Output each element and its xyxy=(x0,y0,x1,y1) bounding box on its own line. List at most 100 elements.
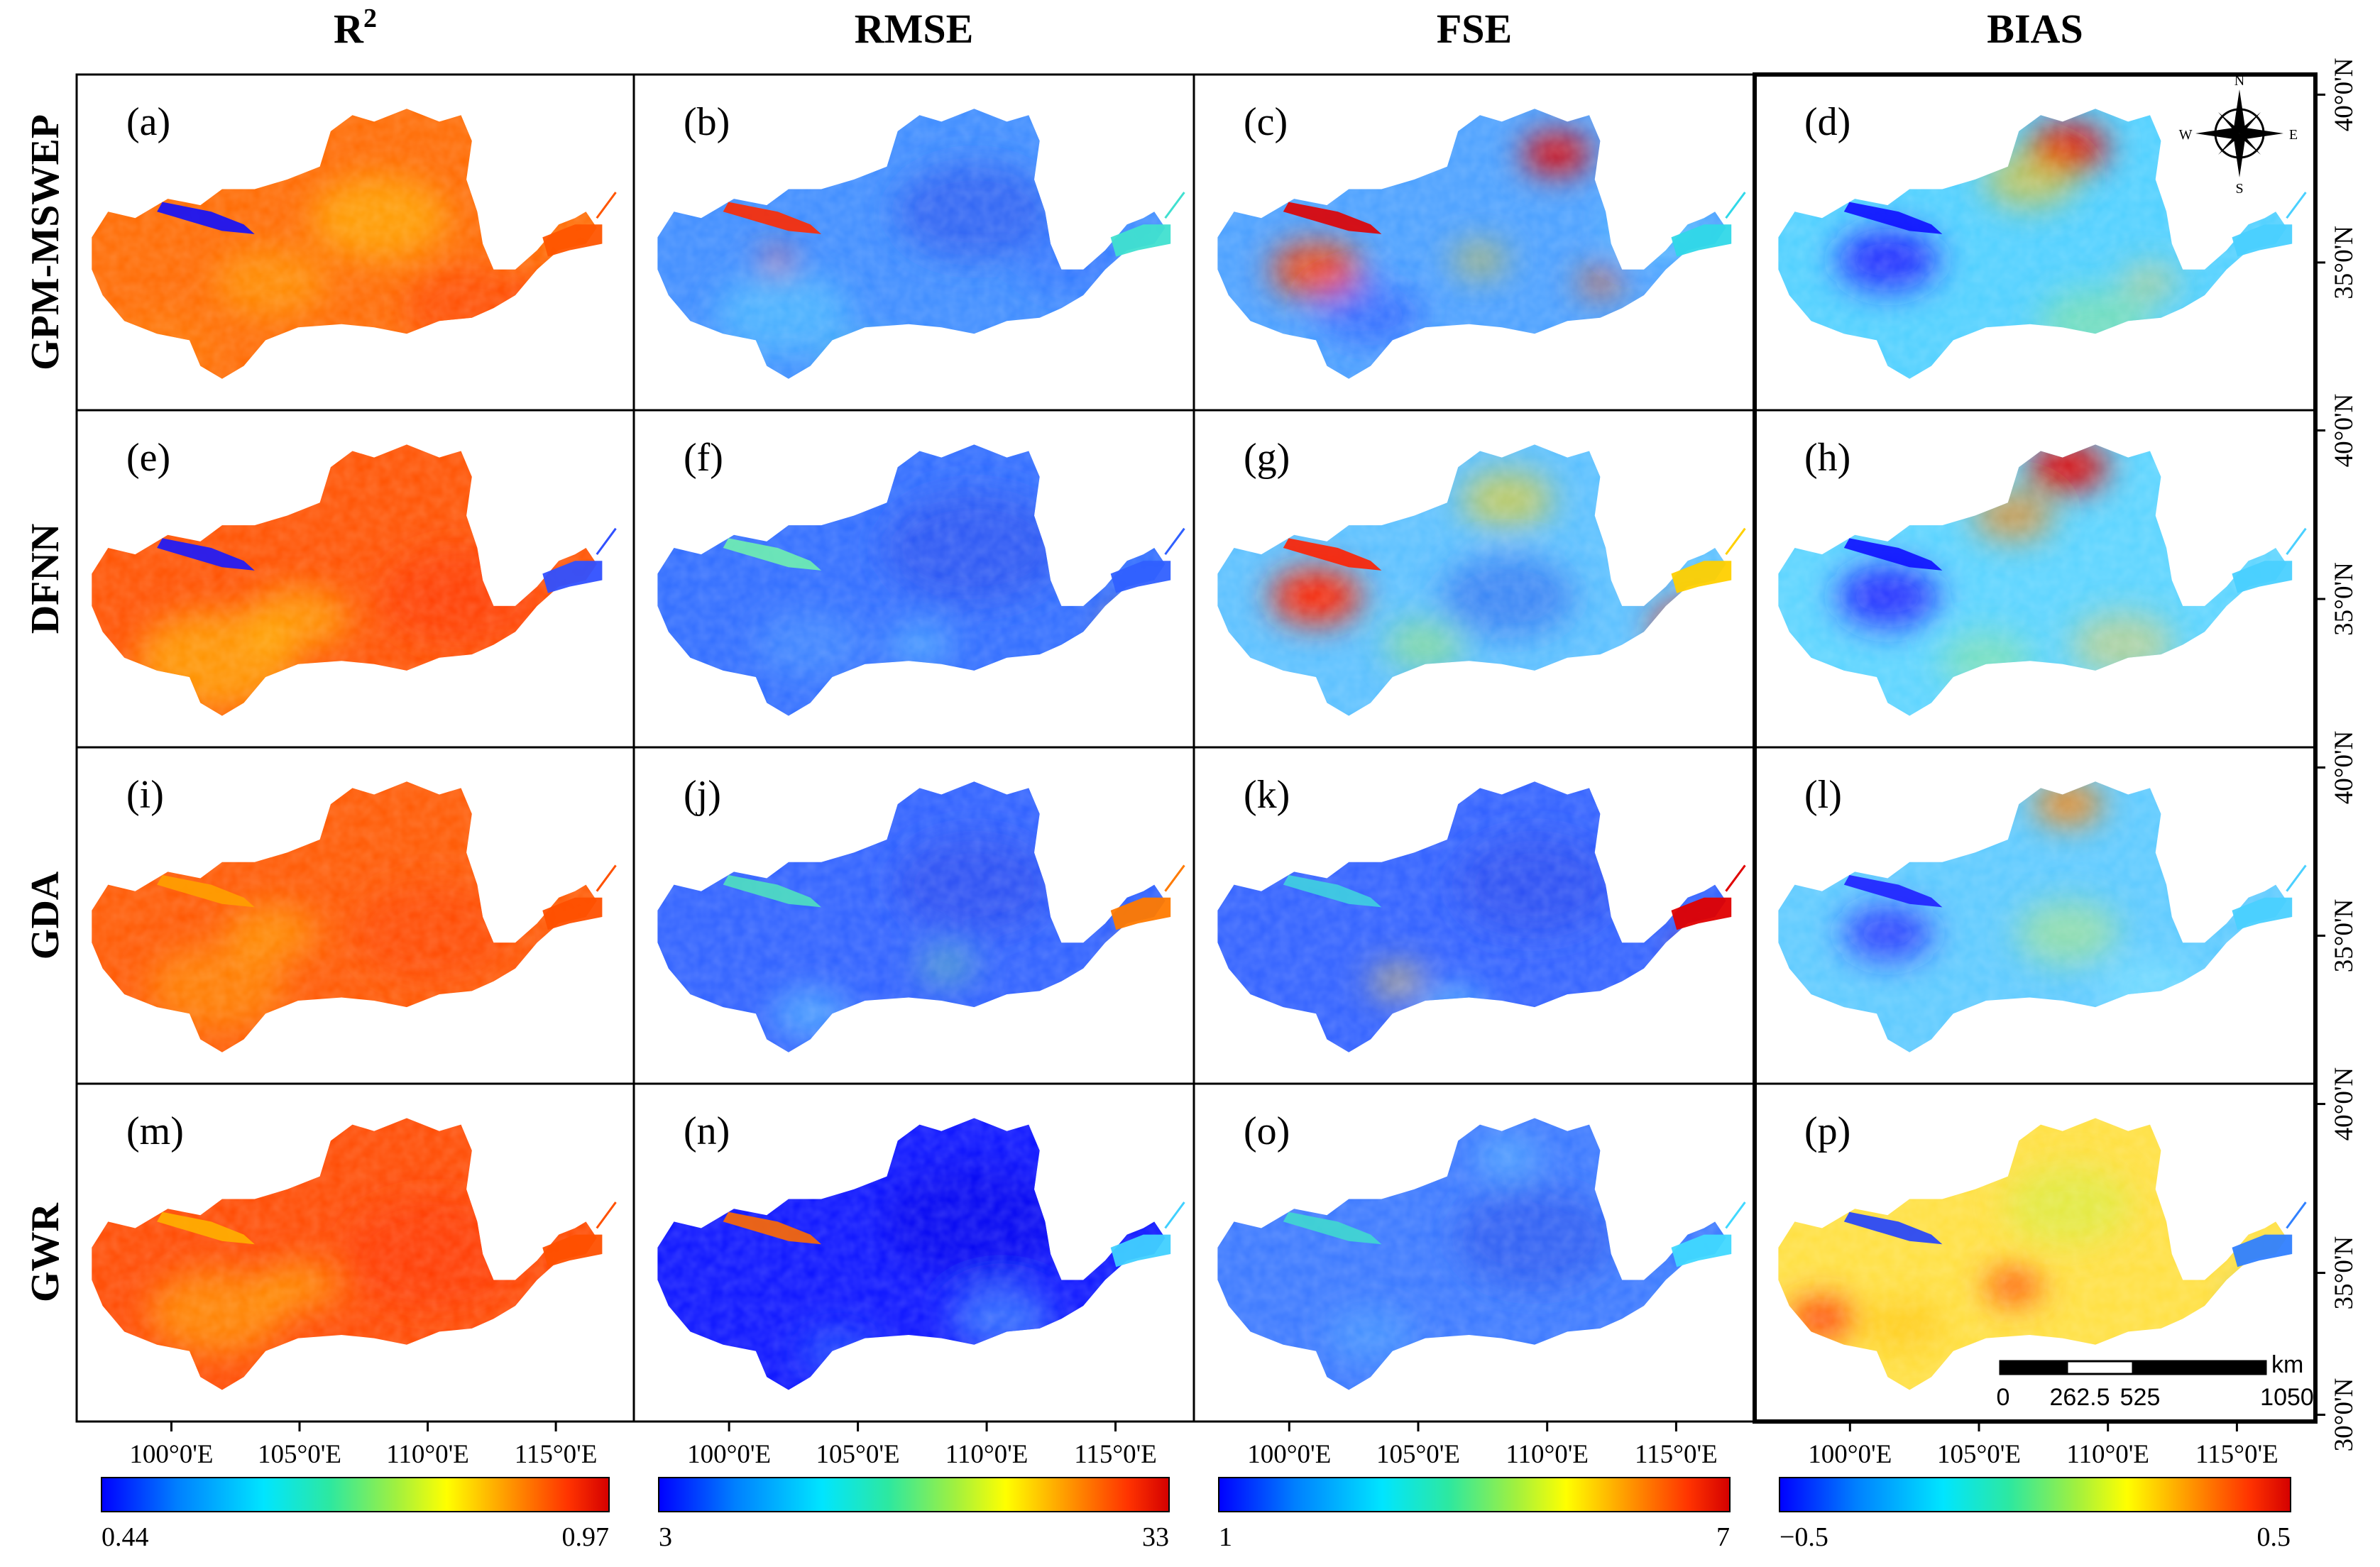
map-panel: (k) xyxy=(1217,773,1746,1052)
longitude-label: 115°0'E xyxy=(515,1440,598,1469)
estuary-line xyxy=(2286,864,2307,892)
longitude-label: 110°0'E xyxy=(945,1440,1029,1469)
compass-east-point xyxy=(2239,128,2283,139)
delta-region xyxy=(1110,224,1171,257)
colorbar-r2: 0.44 0.97 xyxy=(101,1477,610,1552)
estuary-line xyxy=(596,864,617,892)
latitude-label: 40°0'N xyxy=(2330,58,2359,132)
panel-label: (h) xyxy=(1804,436,1850,480)
scale-label: 1050 xyxy=(2260,1384,2314,1411)
delta-region xyxy=(1110,561,1171,593)
raster-texture xyxy=(1778,781,2287,1052)
longitude-label: 105°0'E xyxy=(1376,1440,1460,1469)
latitude-label: 35°0'N xyxy=(2330,899,2359,973)
delta-region xyxy=(542,561,603,593)
map-panel: (f) xyxy=(657,436,1185,716)
compass-se-point xyxy=(2239,133,2261,155)
panel-label: (d) xyxy=(1804,100,1850,144)
upper-reach-stripe xyxy=(1843,875,1943,908)
compass-south-point xyxy=(2234,133,2245,177)
latitude-label: 35°0'N xyxy=(2330,1236,2359,1310)
estuary-line xyxy=(596,527,617,555)
compass-w-label: W xyxy=(2179,127,2193,143)
longitude-label: 115°0'E xyxy=(1074,1440,1157,1469)
scale-unit: km xyxy=(2271,1351,2303,1378)
map-panel: (o) xyxy=(1217,1109,1746,1390)
longitude-label: 110°0'E xyxy=(386,1440,469,1469)
upper-reach-stripe xyxy=(723,202,822,234)
delta-region xyxy=(2232,1234,2293,1268)
panel-label: (b) xyxy=(684,100,730,144)
value-hotspot xyxy=(513,280,597,337)
latitude-label: 40°0'N xyxy=(2330,731,2359,805)
panel-label: (c) xyxy=(1244,100,1288,144)
latitude-label: 40°0'N xyxy=(2330,1067,2359,1141)
longitude-label: 105°0'E xyxy=(258,1440,341,1469)
longitude-label: 105°0'E xyxy=(1937,1440,2021,1469)
colorbar-gradient xyxy=(1218,1477,1731,1512)
colorbar-max-label: 0.97 xyxy=(562,1522,610,1552)
column-title-r2: R2 xyxy=(334,4,377,52)
panel-label: (f) xyxy=(684,436,723,480)
latitude-label: 35°0'N xyxy=(2330,562,2359,636)
latitude-label: 35°0'N xyxy=(2330,226,2359,299)
estuary-line xyxy=(1164,527,1185,555)
colorbar-min-label: 3 xyxy=(659,1522,672,1552)
estuary-line xyxy=(1725,864,1746,892)
compass-s-label: S xyxy=(2235,181,2243,197)
upper-reach-stripe xyxy=(157,538,255,571)
longitude-label: 100°0'E xyxy=(1808,1440,1892,1469)
map-panel: (e) xyxy=(92,436,617,716)
panel-label: (e) xyxy=(126,436,170,480)
upper-reach-stripe xyxy=(157,875,255,908)
delta-region xyxy=(1671,897,1732,930)
estuary-line xyxy=(596,1202,617,1229)
estuary-line xyxy=(1164,192,1185,219)
basin-raster xyxy=(657,444,1166,716)
compass-ne-point xyxy=(2239,112,2261,133)
colorbar-max-label: 7 xyxy=(1716,1522,1730,1552)
scale-segment xyxy=(2132,1360,2267,1375)
raster-texture xyxy=(657,781,1166,1052)
longitude-label: 100°0'E xyxy=(1247,1440,1331,1469)
upper-reach-stripe xyxy=(1843,538,1943,571)
panel-label: (p) xyxy=(1804,1109,1850,1153)
map-panel: (n) xyxy=(657,1109,1185,1390)
map-panel: (j) xyxy=(657,773,1185,1052)
upper-reach-stripe xyxy=(157,202,255,234)
colorbar-bias: −0.5 0.5 xyxy=(1779,1477,2291,1552)
estuary-line xyxy=(1725,527,1746,555)
upper-reach-stripe xyxy=(723,875,822,908)
map-panel: (a) xyxy=(92,100,617,379)
longitude-label: 110°0'E xyxy=(1506,1440,1589,1469)
compass-north-point xyxy=(2234,89,2245,133)
map-panel: (l) xyxy=(1778,773,2307,1052)
upper-reach-stripe xyxy=(1283,1211,1382,1245)
longitude-label: 115°0'E xyxy=(2195,1440,2278,1469)
value-hotspot xyxy=(1653,600,1726,657)
compass-n-label: N xyxy=(2234,73,2244,89)
map-panel: (c) xyxy=(1217,100,1746,379)
delta-region xyxy=(1671,561,1732,593)
delta-region xyxy=(2232,224,2293,257)
compass-sw-point xyxy=(2218,133,2239,155)
value-hotspot xyxy=(1681,938,1726,974)
scale-label: 262.5 xyxy=(2049,1384,2110,1411)
raster-texture xyxy=(1217,109,1726,379)
value-hotspot xyxy=(1126,941,1166,970)
estuary-line xyxy=(2286,527,2307,555)
delta-region xyxy=(1110,1234,1171,1268)
compass-nw-point xyxy=(2218,112,2239,133)
basin-raster xyxy=(657,781,1166,1052)
longitude-label: 100°0'E xyxy=(687,1440,771,1469)
colorbar-rmse: 3 33 xyxy=(658,1477,1170,1552)
scale-label: 0 xyxy=(1997,1384,2010,1411)
colorbar-min-label: 1 xyxy=(1219,1522,1232,1552)
upper-reach-stripe xyxy=(723,1211,822,1245)
colorbar-min-label: 0.44 xyxy=(102,1522,149,1552)
panel-label: (o) xyxy=(1244,1109,1290,1153)
upper-reach-stripe xyxy=(1843,202,1943,234)
compass-west-point xyxy=(2195,128,2239,139)
map-panel: (m) xyxy=(92,1109,617,1390)
